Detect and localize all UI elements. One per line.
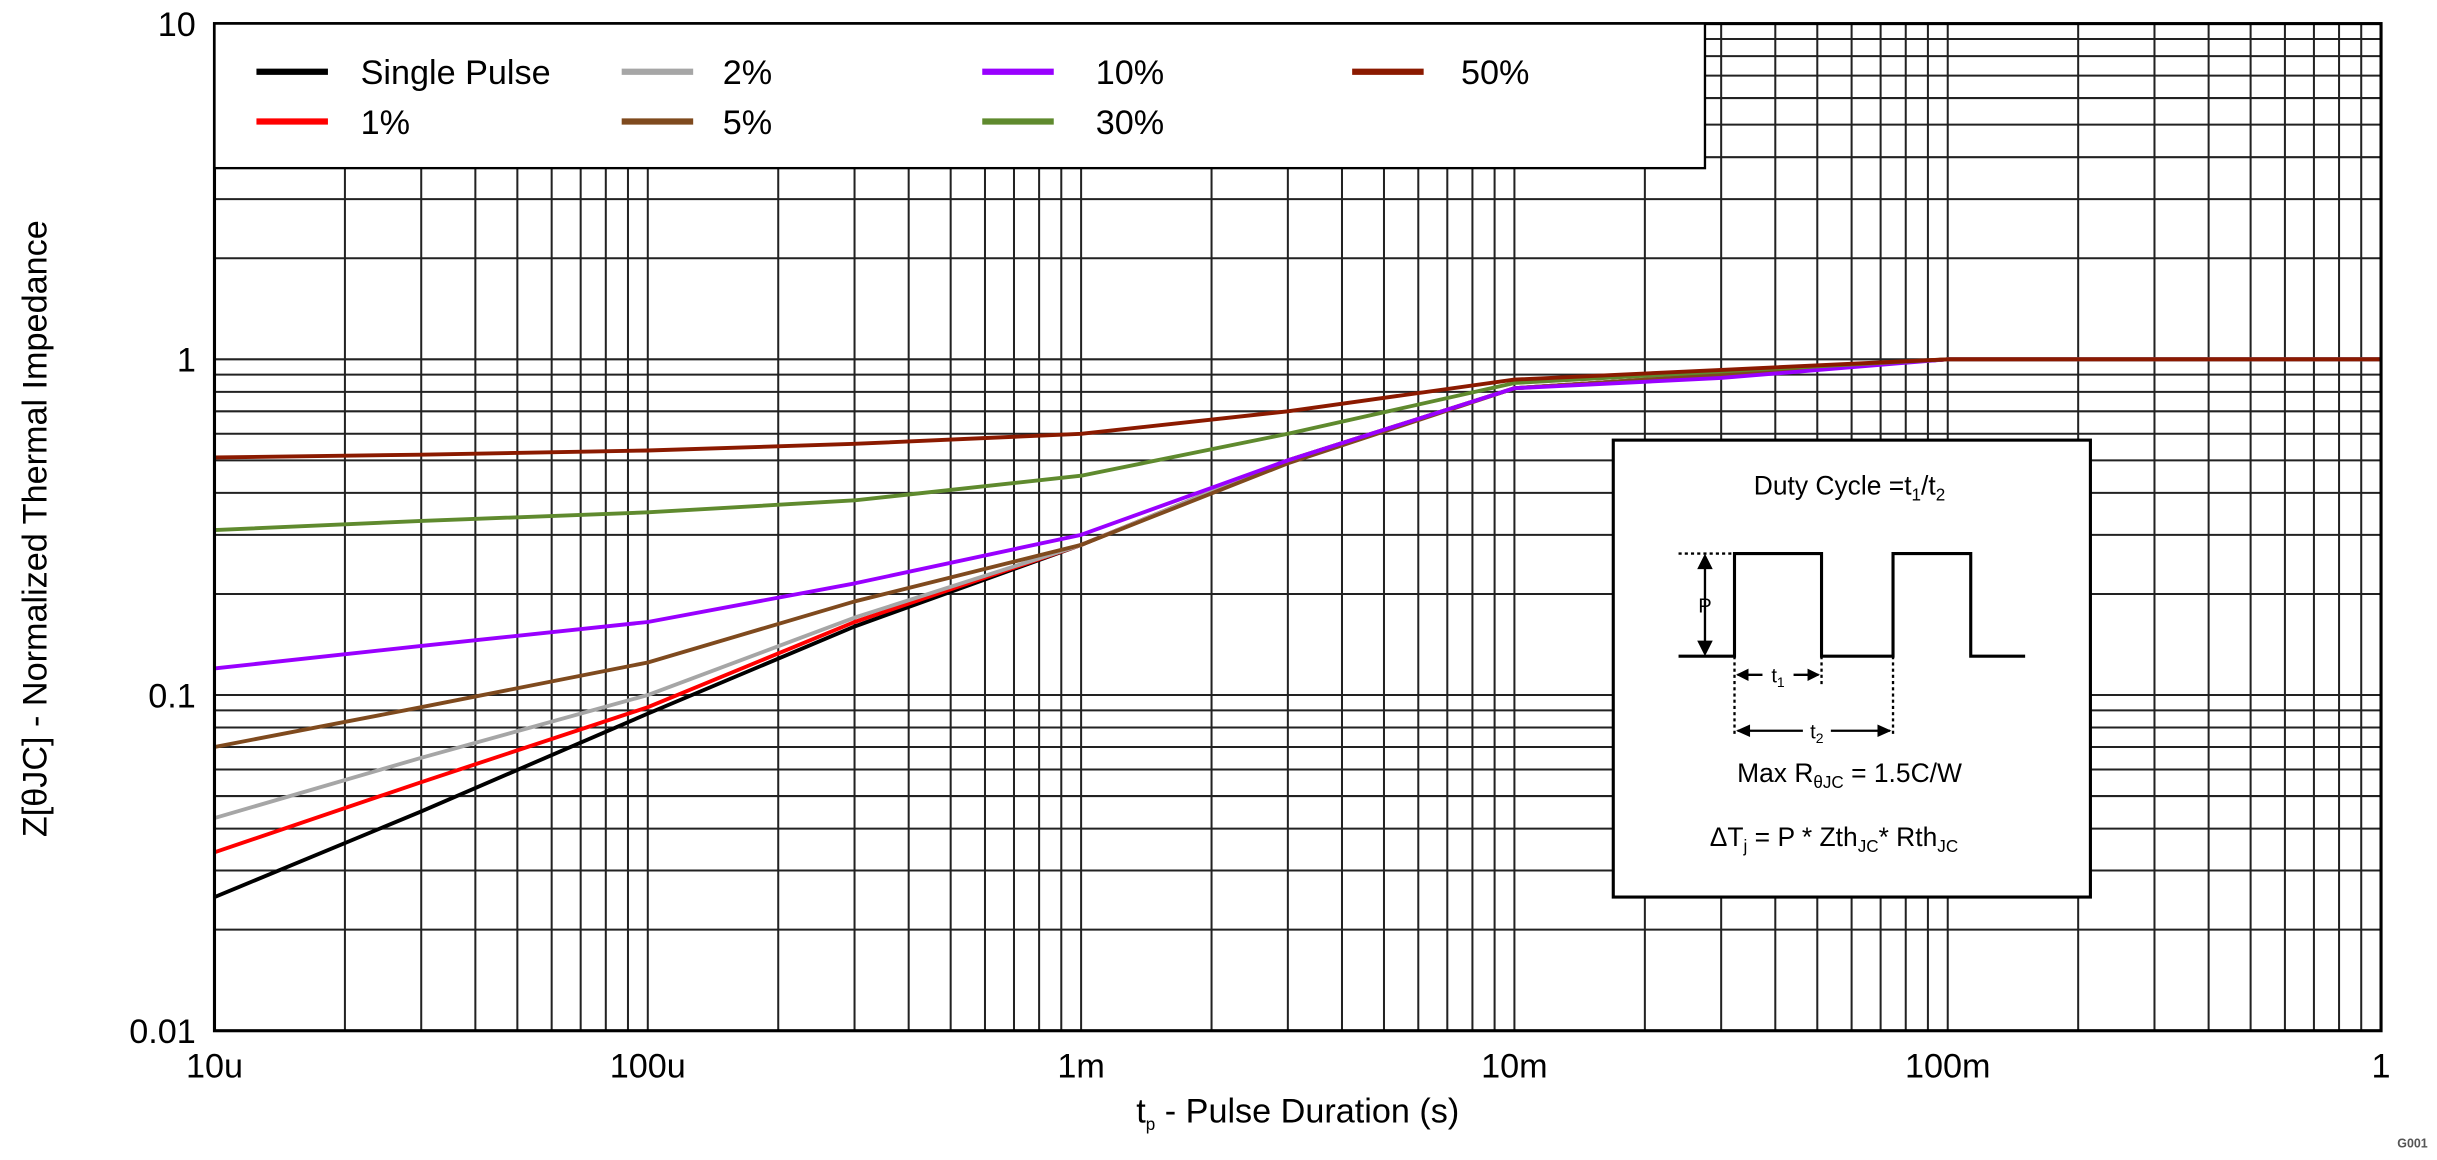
legend-label: 30% <box>1096 104 1164 142</box>
pulse-waveform <box>1678 552 2026 658</box>
corner-code: G001 <box>2397 1136 2427 1150</box>
t1-label: t1 <box>1771 666 1785 691</box>
legend-box <box>213 22 1707 170</box>
y-tick-label: 0.1 <box>148 677 196 715</box>
x-tick-label: 1 <box>2372 1047 2391 1085</box>
duty-cycle-inset: Duty Cycle =t1/t2 P t1 t2 Max RθJC = 1.5… <box>1611 438 2092 899</box>
legend-label: 10% <box>1096 54 1164 92</box>
legend-label: 1% <box>361 104 410 142</box>
inset-title: Duty Cycle =t1/t2 <box>1754 471 1945 505</box>
inset-box <box>1611 438 2092 899</box>
y-tick-label: 0.01 <box>129 1013 196 1051</box>
y-tick-label: 1 <box>177 342 196 380</box>
legend-label: 5% <box>723 104 772 142</box>
x-tick-label: 1m <box>1057 1047 1105 1085</box>
series-line-50- <box>214 357 2382 460</box>
x-tick-label: 10u <box>186 1047 243 1085</box>
max-rthjc: Max RθJC = 1.5C/W <box>1737 758 1962 792</box>
legend: Single Pulse 1% 2% 5% 10% 30% 50% <box>213 22 1707 170</box>
x-axis-label: tp - Pulse Duration (s) <box>1136 1092 1459 1134</box>
x-tick-label: 100m <box>1905 1047 1991 1085</box>
dotted-markers <box>1733 656 1895 737</box>
legend-label: 2% <box>723 54 772 92</box>
delta-tj-formula: ΔTj = P * ZthJC* RthJC <box>1710 822 1958 856</box>
tick-labels: 10u 100u 1m 10m 100m 1 0.01 0.1 1 10 <box>129 6 2390 1085</box>
x-tick-label: 10m <box>1481 1047 1548 1085</box>
y-axis-label: Z[θJC] - Normalized Thermal Impedance <box>17 220 55 837</box>
series-line-10- <box>214 357 2382 671</box>
x-tick-label: 100u <box>610 1047 686 1085</box>
series-lines <box>213 357 2382 899</box>
t2-label: t2 <box>1810 722 1824 747</box>
p-label: P <box>1698 596 1711 618</box>
y-tick-label: 10 <box>158 6 196 44</box>
legend-label: 50% <box>1461 54 1529 92</box>
legend-label: Single Pulse <box>361 54 551 92</box>
